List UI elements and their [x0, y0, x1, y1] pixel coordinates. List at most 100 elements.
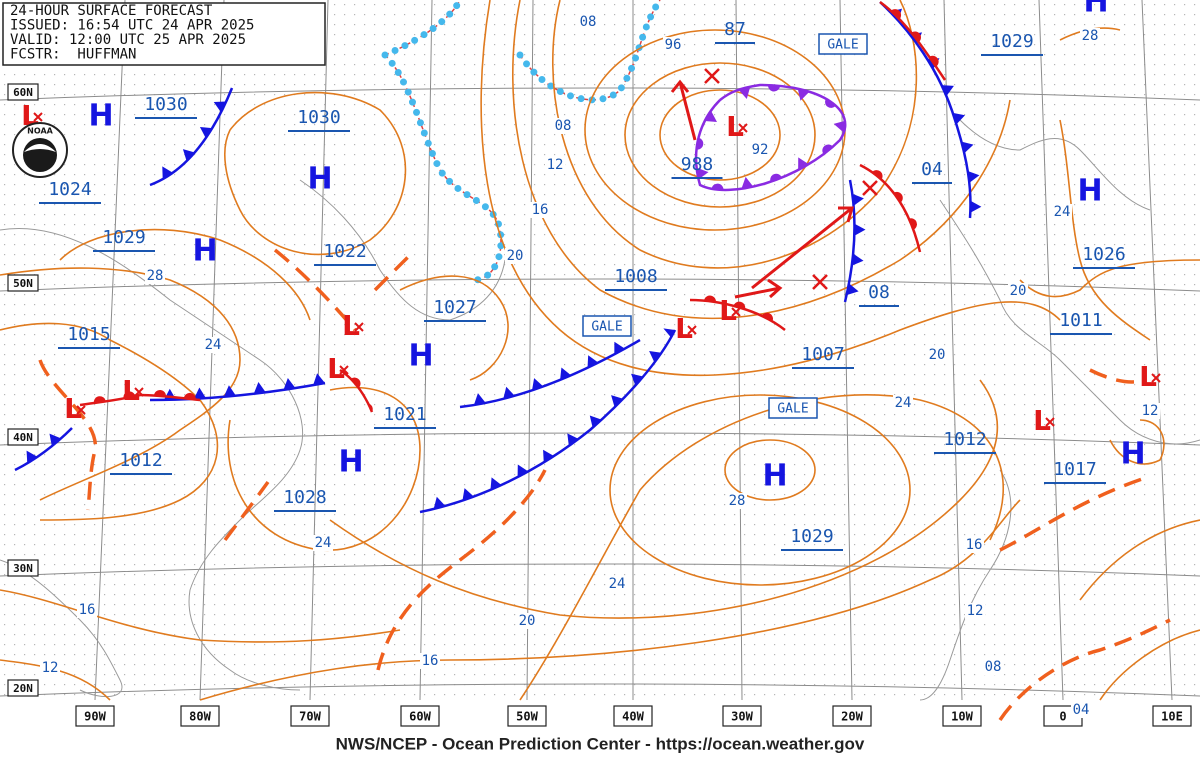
front-triangle [560, 367, 572, 380]
latitude-line [0, 683, 1200, 697]
front-semicircle [711, 183, 724, 190]
front-triangle [797, 88, 810, 101]
isobar-label-bg [927, 347, 947, 363]
isobar [199, 499, 1021, 701]
front-line [694, 83, 847, 192]
front-semicircle [911, 31, 921, 43]
front-semicircle [350, 377, 361, 388]
front-semicircle [893, 191, 903, 203]
pressure-center-label: 1012 [943, 429, 986, 450]
ice-edge [381, 0, 664, 284]
isobar-label: 24 [1054, 204, 1071, 220]
front-triangle [213, 101, 227, 113]
isobar-label-bg [40, 660, 60, 676]
isobar-label: 28 [1082, 28, 1099, 44]
isobar-label: 12 [547, 157, 564, 173]
longitude-line [943, 0, 963, 701]
longitude-label-box [942, 705, 982, 727]
latitude-label-box [7, 428, 39, 446]
longitude-label: 90W [84, 710, 106, 724]
isobar-label-bg [1080, 28, 1100, 44]
front-triangle [741, 176, 754, 189]
low-position-mark [339, 365, 349, 375]
header-line: VALID: 12:00 UTC 25 APR 2025 [10, 32, 246, 48]
front-triangle [970, 200, 982, 213]
front-triangle [833, 120, 845, 133]
isobar-label-bg [313, 535, 333, 551]
isobar [659, 89, 781, 181]
header-line: FCSTR: HUFFMAN [10, 47, 136, 63]
longitude-label-box [613, 705, 653, 727]
isobar-label: 92 [752, 142, 769, 158]
front-triangle [473, 393, 486, 406]
longitude-label: 10W [951, 710, 973, 724]
front-semicircle [770, 173, 782, 182]
latitude-label: 60N [13, 86, 33, 99]
front-triangle [631, 373, 644, 386]
front-semicircle [123, 391, 136, 399]
front-semicircle [93, 396, 106, 404]
isobar-label: 04 [1073, 702, 1090, 718]
front-triangle [253, 382, 266, 394]
isobar-label-bg [893, 395, 913, 411]
isobar [1019, 259, 1200, 298]
front-line [879, 1, 972, 219]
latitude-label: 30N [13, 562, 33, 575]
wind-arrows [670, 68, 878, 299]
isobar-label-bg [983, 659, 1003, 675]
ice-edge-dots [516, 0, 664, 104]
front-semicircle [368, 403, 373, 412]
isobar-label-bg [145, 268, 165, 284]
high-center: H [762, 459, 787, 494]
troughs [38, 248, 1171, 721]
front-line [149, 381, 326, 402]
isobar-label: 08 [555, 118, 572, 134]
isobar-label: 16 [532, 202, 549, 218]
front-semicircle [768, 85, 781, 92]
latitude-line [0, 563, 1200, 577]
isobar [224, 91, 407, 256]
front-triangle [503, 386, 515, 399]
header-frame [2, 2, 326, 66]
front-triangle [49, 433, 62, 447]
isobar-label-bg [1071, 702, 1091, 718]
ice-edge-dots [381, 0, 505, 284]
isobar-label: 20 [1010, 283, 1027, 299]
isobar-label: 08 [985, 659, 1002, 675]
front-triangle [851, 253, 864, 266]
front-semicircle [908, 218, 917, 230]
front-triangle [846, 283, 859, 296]
isobar-label: 96 [665, 37, 682, 53]
front-triangle [193, 387, 206, 399]
isobar-label: 08 [580, 14, 597, 30]
front-semicircle [153, 389, 166, 397]
front-triangle [182, 149, 195, 162]
isobar-label: 12 [1142, 403, 1159, 419]
low-center: L [342, 309, 360, 342]
logo: NOAA [12, 122, 68, 178]
longitude-label: 40W [622, 710, 644, 724]
longitude-label-box [1152, 705, 1192, 727]
high-center: H [1083, 0, 1108, 20]
pressure-center-label: 08 [868, 282, 890, 303]
isobar-label-bg [965, 603, 985, 619]
pressure-center-label: 1029 [102, 227, 145, 248]
low-position-mark [731, 307, 741, 317]
front-triangle [589, 415, 602, 428]
pressure-center-label: 1015 [67, 324, 110, 345]
low-position-mark [1045, 417, 1055, 427]
front-semicircle [825, 98, 836, 108]
latitude-line [0, 432, 1200, 446]
trough [376, 469, 547, 671]
longitude-label-box [507, 705, 547, 727]
front-triangle [967, 170, 980, 183]
isobar [480, 0, 1061, 377]
low-center: L [64, 392, 82, 425]
labels: 60N 50N 40N 30N 20N 90W 80W 70W 60W 50W 40W 30W 20W 1… [7, 0, 1192, 727]
trough [998, 618, 1171, 721]
longitude-label: 50W [516, 710, 538, 724]
pressure-center-label: 1029 [790, 526, 833, 547]
isobar-label: 16 [966, 537, 983, 553]
pressure-center-label: 1007 [801, 344, 844, 365]
